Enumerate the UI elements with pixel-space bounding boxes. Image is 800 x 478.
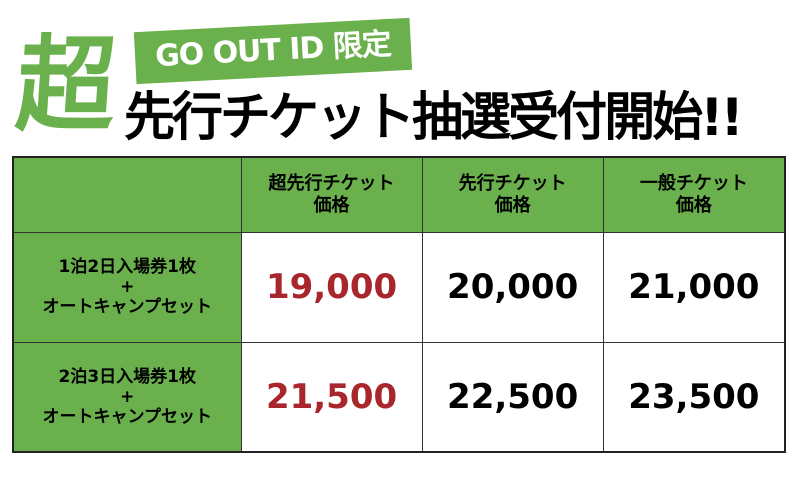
row-label: 1泊2日入場券1枚 + オートキャンプセット bbox=[12, 231, 242, 343]
header-row: 超先行チケット 価格 先行チケット 価格 一般チケット 価格 bbox=[12, 156, 786, 233]
row-label: 2泊3日入場券1枚 + オートキャンプセット bbox=[12, 341, 242, 453]
table-row: 2泊3日入場券1枚 + オートキャンプセット 21,500 22,500 23,50… bbox=[12, 341, 786, 453]
price-cell: 21,500 bbox=[240, 341, 423, 453]
price-cell: 22,500 bbox=[421, 341, 604, 453]
header-super-early: 超先行チケット 価格 bbox=[240, 156, 423, 233]
header-early: 先行チケット 価格 bbox=[421, 156, 604, 233]
price-table: 超先行チケット 価格 先行チケット 価格 一般チケット 価格 1泊2日入場券1枚 + オー… bbox=[12, 156, 786, 453]
price-cell: 20,000 bbox=[421, 231, 604, 343]
price-cell: 23,500 bbox=[602, 341, 786, 453]
price-cell: 21,000 bbox=[602, 231, 786, 343]
price-cell: 19,000 bbox=[240, 231, 423, 343]
go-out-id-badge: GO OUT ID 限定 bbox=[133, 17, 413, 85]
table-row: 1泊2日入場券1枚 + オートキャンプセット 19,000 20,000 21,00… bbox=[12, 231, 786, 343]
header-general: 一般チケット 価格 bbox=[602, 156, 786, 233]
corner-cell bbox=[12, 156, 242, 233]
super-character: 超 bbox=[12, 24, 116, 146]
headline: 先行チケット抽選受付開始!! bbox=[124, 88, 744, 148]
